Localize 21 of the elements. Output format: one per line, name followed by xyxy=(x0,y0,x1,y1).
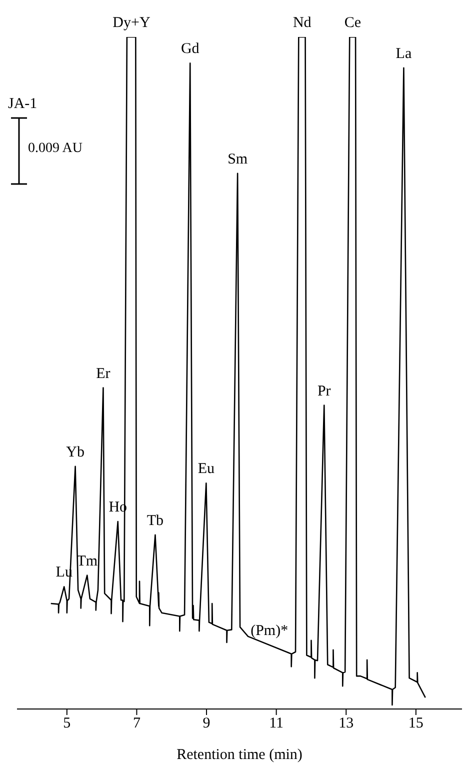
annotation: Ce xyxy=(344,15,362,31)
annotation: Nd xyxy=(292,15,312,31)
x-tick-label: 11 xyxy=(269,716,284,732)
annotation: Gd xyxy=(180,41,200,58)
annotation: (Pm)* xyxy=(250,623,288,640)
x-tick-label: 9 xyxy=(202,716,210,732)
x-tick-label: 15 xyxy=(408,716,424,732)
x-tick-label: 7 xyxy=(132,716,141,732)
x-tick-label: 13 xyxy=(338,716,354,732)
annotation: JA-1 xyxy=(8,96,38,113)
annotation: Eu xyxy=(198,461,215,478)
annotation: 0.009 AU xyxy=(28,141,82,157)
x-tick-label: 5 xyxy=(63,716,71,732)
annotation: Yb xyxy=(66,444,84,460)
annotation: Tb xyxy=(146,512,164,529)
annotation: Er xyxy=(96,366,110,382)
annotation: Sm xyxy=(228,151,248,168)
annotation: Pr xyxy=(317,383,331,400)
annotation: La xyxy=(396,46,412,62)
x-axis-title: Retention time (min) xyxy=(176,747,302,763)
annotation: Dy+Y xyxy=(112,15,150,31)
